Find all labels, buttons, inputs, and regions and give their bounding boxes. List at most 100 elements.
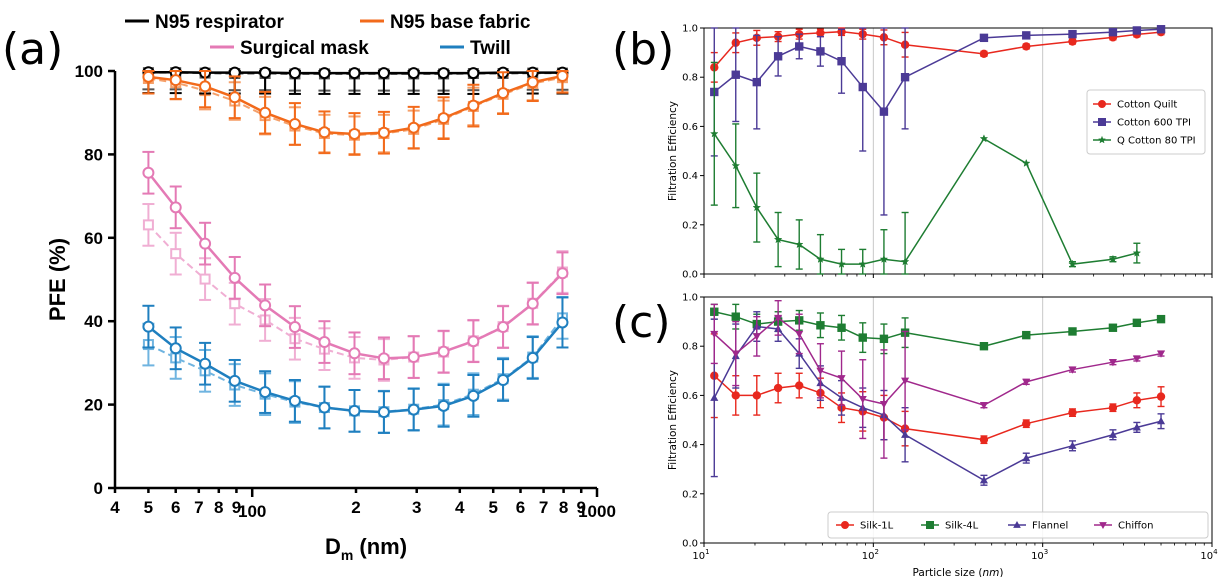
x-tick-base: 10 [862, 551, 875, 562]
data-point [879, 107, 889, 116]
data-point [710, 393, 719, 401]
x-tick-exponent: 1 [705, 548, 709, 556]
series-q-cotton-80-tpi [709, 61, 1142, 275]
data-point [199, 357, 212, 370]
data-point [1132, 248, 1142, 257]
x-tick-label: 7 [539, 498, 548, 517]
data-point [879, 400, 888, 409]
data-point [556, 70, 569, 83]
data-point [1068, 366, 1077, 374]
data-point [773, 383, 783, 393]
panel-label-b: (b) [612, 24, 674, 75]
x-tick-base: 10 [1031, 551, 1044, 562]
data-point [288, 117, 301, 130]
data-point [837, 259, 846, 268]
legend-box [1086, 89, 1206, 155]
data-point [318, 336, 331, 349]
data-point [170, 248, 182, 260]
legend-label: Cotton 600 TPI [1117, 118, 1191, 129]
data-point [228, 374, 241, 387]
data-point [901, 430, 910, 438]
x-axis-title-subscript: m [341, 547, 353, 563]
data-point [1132, 423, 1141, 431]
data-point [142, 70, 155, 83]
data-point [731, 350, 740, 358]
legend-marker [926, 521, 934, 529]
data-point [979, 134, 989, 143]
data-point [318, 126, 331, 139]
data-point [752, 333, 761, 341]
legend-marker [1097, 135, 1107, 144]
data-point [731, 161, 741, 170]
data-point [1132, 318, 1142, 328]
y-tick-label: 0.0 [682, 270, 698, 281]
data-point [979, 33, 989, 43]
data-point [901, 377, 910, 385]
x-tick-label: 9 [232, 498, 241, 517]
x-tick-label: 1000 [578, 502, 616, 521]
data-point [377, 406, 390, 419]
data-point [556, 316, 569, 329]
series-line [713, 316, 1162, 407]
data-point [1022, 378, 1031, 387]
data-point [288, 321, 301, 334]
plot-frame [703, 27, 1213, 275]
panel-label-a: (a) [2, 24, 63, 75]
x-tick-base: 10 [1200, 551, 1213, 562]
series-twill [142, 296, 569, 434]
data-point [1108, 430, 1117, 438]
data-point [816, 28, 825, 38]
x-tick-label: 7 [194, 498, 203, 517]
x-tick-label: 4 [455, 498, 465, 517]
series-line [713, 375, 1162, 441]
data-point [437, 399, 450, 412]
y-tick-label: 0.2 [682, 489, 698, 500]
y-axis-title: Filtration Efficiency [667, 101, 679, 201]
data-point [816, 254, 825, 263]
y-tick-label: 0.6 [682, 391, 698, 402]
legend-label: N95 respirator [155, 12, 284, 33]
data-point [526, 76, 539, 89]
data-point [377, 67, 390, 80]
y-tick-label: 0.2 [682, 220, 698, 231]
data-point [879, 334, 889, 344]
data-point [773, 52, 783, 61]
data-point [142, 166, 155, 179]
data-point [467, 99, 480, 112]
data-point [288, 67, 301, 80]
x-tick-exponent: 2 [874, 548, 878, 556]
data-point [837, 323, 846, 332]
data-point [1156, 417, 1166, 425]
data-point [437, 67, 450, 80]
x-tick-exponent: 3 [1044, 548, 1048, 556]
data-point [259, 386, 272, 399]
data-point [1156, 25, 1166, 34]
data-point [979, 342, 989, 351]
data-point [142, 219, 154, 231]
x-tick-label: 9 [576, 498, 585, 517]
data-point [259, 106, 272, 119]
data-point [497, 87, 510, 100]
y-tick-label: 0 [94, 479, 103, 498]
data-point [879, 254, 889, 263]
plot-frame [703, 296, 1213, 544]
data-point [858, 82, 867, 92]
legend-label: Silk-4L [945, 521, 979, 532]
x-axis-title-main: D [325, 534, 341, 559]
data-point [288, 394, 301, 407]
data-point [556, 267, 569, 280]
data-point [407, 121, 420, 134]
y-tick-label: 0.0 [682, 539, 698, 550]
data-point [1156, 350, 1166, 358]
series-line [713, 28, 1162, 113]
data-point [1156, 392, 1166, 401]
data-point [1022, 453, 1031, 462]
data-point [169, 342, 182, 355]
data-point [169, 201, 182, 214]
x-tick-label: 100 [238, 502, 266, 521]
legend-marker [1013, 520, 1021, 528]
legend-marker [1098, 118, 1106, 126]
data-point [497, 373, 510, 386]
data-point [752, 77, 761, 87]
legend-label: Chiffon [1118, 521, 1153, 532]
